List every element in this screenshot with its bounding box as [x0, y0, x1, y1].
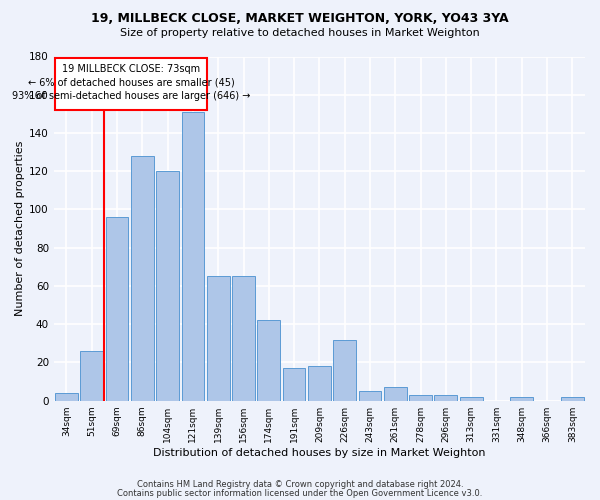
Bar	[283, 368, 305, 400]
Text: Size of property relative to detached houses in Market Weighton: Size of property relative to detached ho…	[120, 28, 480, 38]
Bar	[106, 217, 128, 400]
Bar	[257, 320, 280, 400]
Bar	[359, 391, 382, 400]
Bar	[561, 397, 584, 400]
Bar	[131, 156, 154, 400]
Bar	[80, 351, 103, 401]
Bar	[207, 276, 230, 400]
Text: 19, MILLBECK CLOSE, MARKET WEIGHTON, YORK, YO43 3YA: 19, MILLBECK CLOSE, MARKET WEIGHTON, YOR…	[91, 12, 509, 26]
Bar	[308, 366, 331, 400]
Text: 19 MILLBECK CLOSE: 73sqm: 19 MILLBECK CLOSE: 73sqm	[62, 64, 200, 74]
Bar	[434, 395, 457, 400]
Text: 93% of semi-detached houses are larger (646) →: 93% of semi-detached houses are larger (…	[12, 91, 250, 101]
Y-axis label: Number of detached properties: Number of detached properties	[15, 141, 25, 316]
X-axis label: Distribution of detached houses by size in Market Weighton: Distribution of detached houses by size …	[153, 448, 485, 458]
FancyBboxPatch shape	[55, 58, 207, 110]
Text: Contains HM Land Registry data © Crown copyright and database right 2024.: Contains HM Land Registry data © Crown c…	[137, 480, 463, 489]
Bar	[182, 112, 204, 401]
Text: ← 6% of detached houses are smaller (45): ← 6% of detached houses are smaller (45)	[28, 78, 235, 88]
Bar	[384, 388, 407, 400]
Bar	[232, 276, 255, 400]
Bar	[334, 340, 356, 400]
Text: Contains public sector information licensed under the Open Government Licence v3: Contains public sector information licen…	[118, 488, 482, 498]
Bar	[409, 395, 432, 400]
Bar	[511, 397, 533, 400]
Bar	[156, 171, 179, 400]
Bar	[55, 393, 78, 400]
Bar	[460, 397, 482, 400]
